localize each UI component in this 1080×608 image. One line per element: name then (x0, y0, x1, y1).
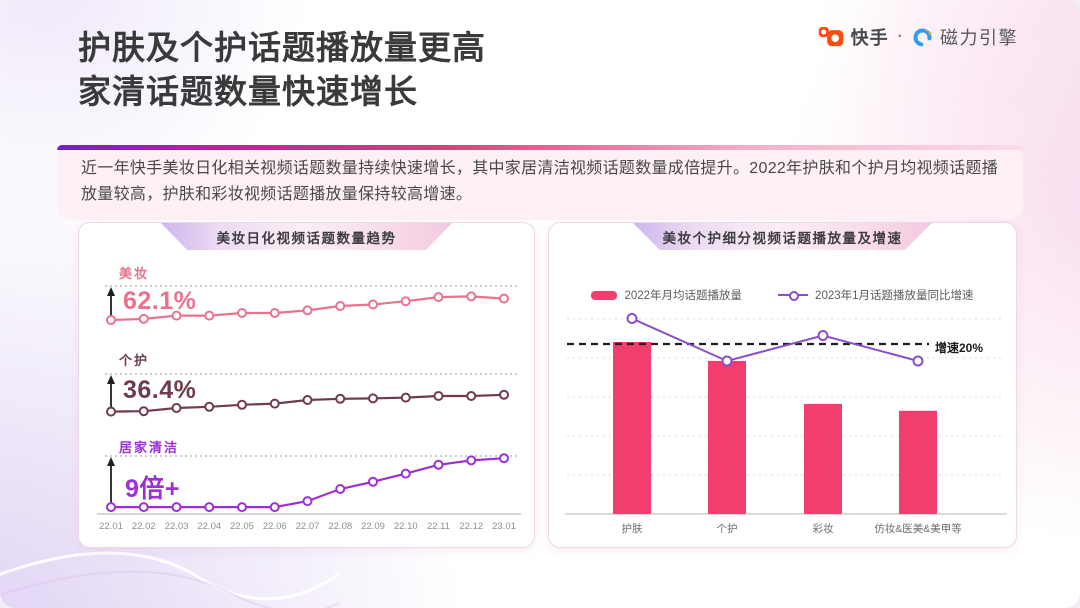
playcount-growth-chart: 护肤 个护 彩妆 仿妆&医美&美甲等 (565, 313, 1007, 535)
svg-text:22.11: 22.11 (427, 521, 450, 532)
brand-logos: 快手 · 磁力引擎 (818, 24, 1018, 50)
series-label-personal-care: 个护 (119, 353, 150, 368)
left-chart-title: 美妆日化视频话题数量趋势 (216, 230, 397, 246)
legend-item-line: 2023年1月话题播放量同比增速 (778, 287, 974, 303)
svg-text:22.02: 22.02 (132, 521, 156, 532)
svg-text:22.06: 22.06 (263, 521, 287, 532)
page-title: 护肤及个护话题播放量更高 家清话题数量快速增长 (78, 26, 486, 113)
svg-text:22.03: 22.03 (165, 521, 189, 532)
summary-text: 近一年快手美妆日化相关视频话题数量持续快速增长，其中家居清洁视频话题数量成倍提升… (81, 160, 998, 203)
svg-text:22.01: 22.01 (99, 521, 123, 532)
chart-legend: 2022年月均话题播放量 2023年1月话题播放量同比增速 (549, 287, 1016, 303)
svg-text:护肤: 护肤 (622, 522, 643, 535)
chart-card-topic-trend: 美妆日化视频话题数量趋势 22.01 22.02 22.03 22.04 22.05 22… (78, 222, 535, 548)
chart-card-playcount-growth: 美妆个护细分视频话题播放量及增速 2022年月均话题播放量 2023年1月话题播… (548, 222, 1017, 548)
svg-text:23.01: 23.01 (492, 521, 516, 532)
kuaishou-logo-icon (818, 27, 843, 47)
legend-line-label: 2023年1月话题播放量同比增速 (815, 290, 974, 302)
series-growth-personal-care: 36.4% (123, 376, 197, 404)
svg-text:22.09: 22.09 (361, 521, 385, 532)
brand-separator: · (897, 28, 903, 45)
title-line-2: 家清话题数量快速增长 (78, 72, 418, 110)
svg-text:22.12: 22.12 (459, 521, 483, 532)
legend-bar-label: 2022年月均话题播放量 (624, 290, 743, 302)
legend-bar-swatch (591, 290, 618, 300)
svg-text:22.08: 22.08 (328, 521, 352, 532)
left-chart-title-ribbon: 美妆日化视频话题数量趋势 (160, 223, 453, 250)
svg-text:22.04: 22.04 (197, 521, 221, 532)
right-chart-title-ribbon: 美妆个护细分视频话题播放量及增速 (633, 223, 932, 250)
magnetic-engine-icon (913, 28, 932, 46)
right-chart-title: 美妆个护细分视频话题播放量及增速 (662, 230, 903, 246)
growth-reference-label: 增速20% (935, 341, 984, 355)
legend-line-swatch (778, 291, 809, 301)
series-label-beauty: 美妆 (119, 266, 150, 281)
legend-line-dot (789, 291, 800, 301)
legend-item-bars: 2022年月均话题播放量 (591, 287, 742, 303)
svg-text:仿妆&医美&美甲等: 仿妆&医美&美甲等 (874, 522, 962, 535)
summary-banner: 近一年快手美妆日化相关视频话题数量持续快速增长，其中家居清洁视频话题数量成倍提升… (57, 145, 1023, 221)
series-growth-home-cleaning: 9倍+ (125, 475, 181, 503)
series-growth-beauty: 62.1% (123, 287, 197, 315)
series-label-home-cleaning: 居家清洁 (119, 440, 180, 455)
title-line-1: 护肤及个护话题播放量更高 (78, 29, 486, 66)
kuaishou-wordmark: 快手 (850, 28, 889, 48)
svg-text:22.05: 22.05 (230, 521, 254, 532)
svg-text:个护: 个护 (717, 522, 738, 535)
svg-text:22.07: 22.07 (296, 521, 320, 532)
svg-text:彩妆: 彩妆 (813, 522, 834, 535)
magnetic-engine-wordmark: 磁力引擎 (940, 28, 1018, 48)
topic-trend-line-chart: 22.01 22.02 22.03 22.04 22.05 22.06 22.07 22.08… (97, 285, 521, 532)
svg-text:22.10: 22.10 (394, 521, 418, 532)
